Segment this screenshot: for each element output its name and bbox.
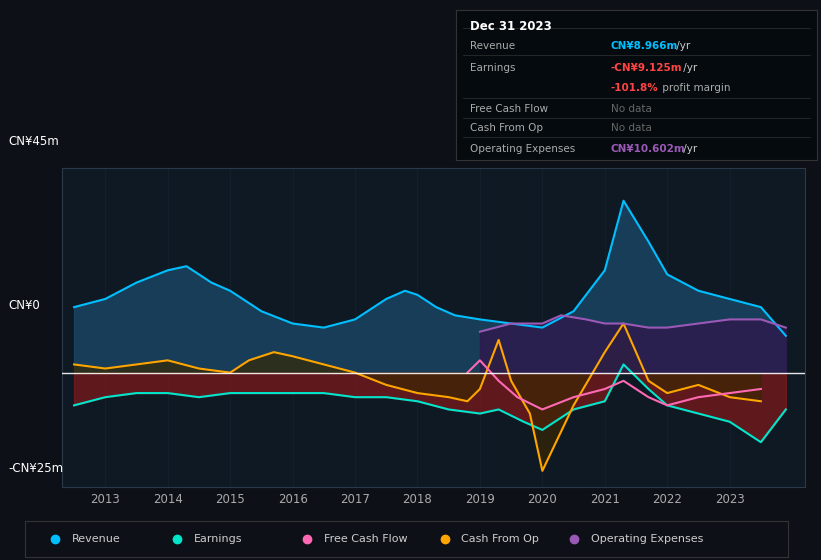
Text: Operating Expenses: Operating Expenses (470, 144, 576, 154)
Text: /yr: /yr (680, 63, 697, 73)
Text: /yr: /yr (672, 40, 690, 50)
Text: Operating Expenses: Operating Expenses (591, 534, 704, 544)
Text: No data: No data (611, 123, 652, 133)
Text: /yr: /yr (680, 144, 697, 154)
Text: -CN¥9.125m: -CN¥9.125m (611, 63, 682, 73)
Text: Earnings: Earnings (470, 63, 516, 73)
Text: Revenue: Revenue (470, 40, 516, 50)
Text: CN¥45m: CN¥45m (8, 136, 59, 148)
Text: Dec 31 2023: Dec 31 2023 (470, 20, 552, 33)
Text: profit margin: profit margin (659, 82, 731, 92)
Text: Earnings: Earnings (194, 534, 243, 544)
Text: Cash From Op: Cash From Op (470, 123, 544, 133)
Text: -CN¥25m: -CN¥25m (8, 462, 63, 475)
Text: No data: No data (611, 104, 652, 114)
Text: CN¥8.966m: CN¥8.966m (611, 40, 678, 50)
Text: CN¥0: CN¥0 (8, 298, 40, 312)
Text: Revenue: Revenue (72, 534, 121, 544)
Text: Free Cash Flow: Free Cash Flow (470, 104, 548, 114)
Text: -101.8%: -101.8% (611, 82, 658, 92)
Text: CN¥10.602m: CN¥10.602m (611, 144, 686, 154)
Text: Cash From Op: Cash From Op (461, 534, 539, 544)
Text: Free Cash Flow: Free Cash Flow (324, 534, 407, 544)
